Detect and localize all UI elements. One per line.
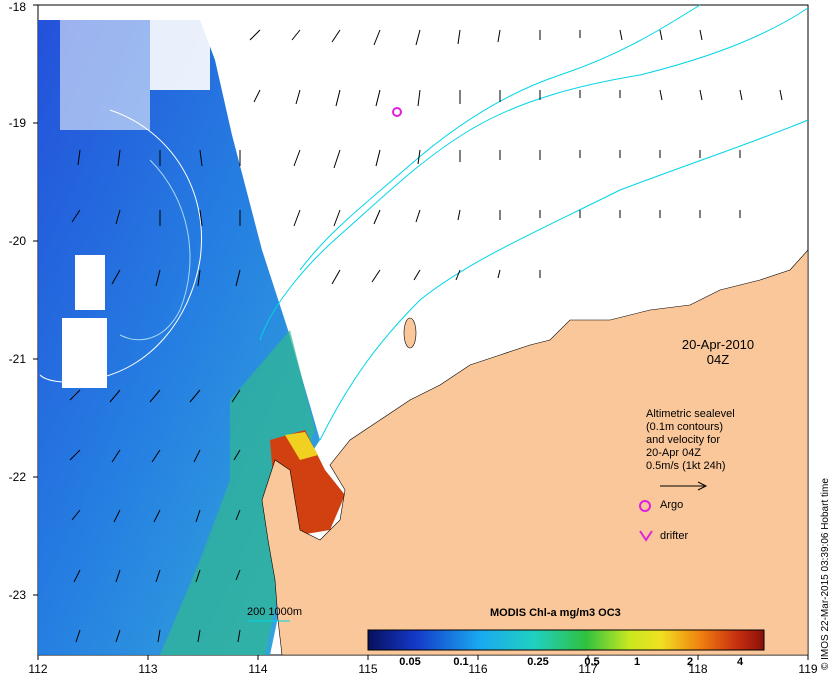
colorbar-tick-label: 4 — [736, 656, 744, 668]
argo-legend-label: Argo — [660, 499, 684, 511]
y-tick-label: -21 — [8, 352, 26, 366]
x-tick-label: 116 — [468, 662, 488, 676]
land-mass — [261, 249, 809, 656]
colorbar-tick-label: 1 — [633, 656, 641, 668]
y-tick-label: -20 — [8, 234, 26, 248]
island — [403, 317, 417, 349]
sealevel-legend: Altimetric sealevel (0.1m contours) and … — [646, 408, 735, 473]
argo-float-marker — [392, 107, 402, 117]
sealevel-contour — [319, 119, 809, 441]
sealevel-contour — [39, 109, 202, 383]
sealevel-legend-line: and velocity for — [646, 434, 720, 446]
chlorophyll-mid-patch — [285, 432, 318, 460]
colorbar-tick-label: 0.05 — [399, 656, 421, 668]
cloud-gap — [62, 318, 107, 388]
colorbar-tick-label: 0.1 — [453, 656, 469, 668]
drifter-legend-label: drifter — [660, 530, 689, 542]
map-time: 04Z — [706, 352, 730, 367]
map-date: 20-Apr-2010 — [681, 337, 755, 352]
map-datetime: 20-Apr-2010 04Z — [672, 337, 764, 367]
cloud-gap — [150, 20, 210, 90]
cloud-gap — [75, 255, 105, 310]
axis-ticks — [33, 4, 809, 660]
sealevel-contour — [119, 159, 191, 341]
velocity-arrows — [69, 29, 783, 643]
contour-depth-legend: 200 1000m — [247, 606, 303, 618]
x-tick-label: 113 — [138, 662, 158, 676]
colorbar-tick-label: 2 — [686, 656, 694, 668]
x-tick-label: 115 — [358, 662, 378, 676]
y-tick-label: -18 — [8, 0, 26, 14]
cloud-gap — [60, 20, 150, 130]
colorbar-title: MODIS Chl-a mg/m3 OC3 — [490, 607, 621, 619]
argo-legend-marker — [639, 500, 651, 512]
sealevel-legend-line: 20-Apr 04Z — [646, 447, 702, 459]
x-tick-label: 117 — [578, 662, 598, 676]
y-tick-label: -22 — [8, 470, 26, 484]
colorbar — [367, 629, 765, 651]
colorbar-tick-label: 0.5 — [584, 656, 600, 668]
sealevel-contour — [259, 7, 809, 341]
x-tick-label: 112 — [28, 662, 48, 676]
x-tick-label: 119 — [798, 662, 818, 676]
credit-line: © IMOS 22-Mar-2015 03:39:06 Hobart time — [820, 478, 831, 670]
y-tick-label: -23 — [8, 588, 26, 602]
sealevel-legend-line: Altimetric sealevel — [646, 408, 735, 420]
colorbar-tick-label: 0.25 — [527, 656, 549, 668]
sealevel-legend-line: 0.5m/s (1kt 24h) — [646, 460, 726, 472]
sealevel-contour — [299, 4, 701, 271]
y-tick-label: -19 — [8, 116, 26, 130]
x-tick-label: 118 — [688, 662, 708, 676]
sealevel-legend-line: (0.1m contours) — [646, 421, 724, 433]
x-tick-label: 114 — [248, 662, 268, 676]
velocity-scale-arrowhead — [697, 481, 708, 491]
drifter-legend-marker — [639, 530, 653, 542]
